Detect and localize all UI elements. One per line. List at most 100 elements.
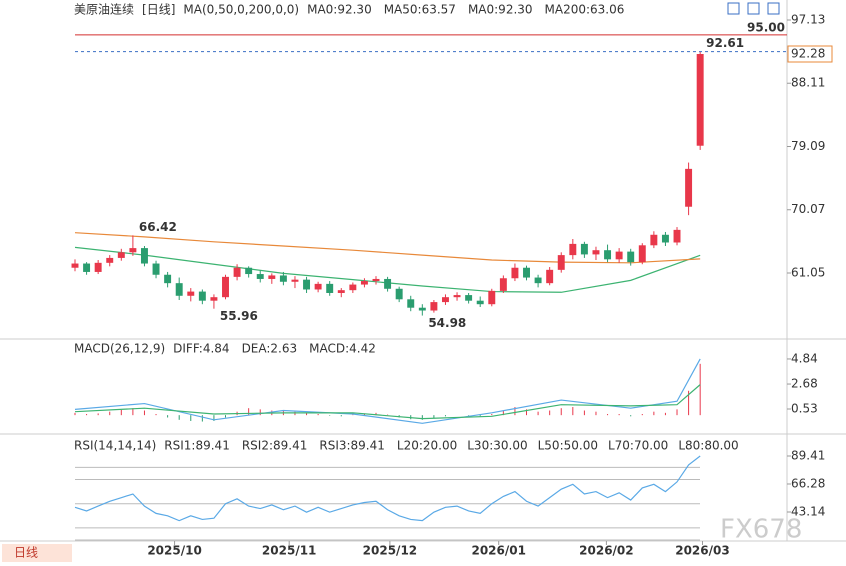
candle-body: [465, 295, 473, 301]
candle-body: [661, 234, 669, 243]
candle-body: [546, 269, 554, 284]
legend-entry: MA200:63.06: [545, 3, 625, 17]
candle-body: [580, 243, 588, 255]
legend-title: RSI(14,14,14): [74, 439, 156, 453]
candle-body: [604, 250, 612, 260]
candle-body: [407, 299, 415, 308]
x-tick-label: 2026/03: [675, 544, 729, 558]
y-tick-label: 70.07: [791, 202, 825, 216]
candle-body: [441, 297, 449, 303]
candle-body: [117, 252, 125, 258]
legend-level: L20:20.00: [397, 439, 457, 453]
legend-entry: MA50:63.57: [384, 3, 456, 17]
y-tick-label: 88.11: [791, 76, 825, 90]
legend-level: L50:50.00: [538, 439, 598, 453]
candle-body: [430, 302, 438, 311]
candle-body: [499, 278, 507, 291]
icon[interactable]: [727, 2, 740, 15]
legend-entry: DEA:2.63: [242, 342, 298, 356]
legend-entry: RSI2:89.41: [242, 439, 308, 453]
candle-body: [384, 278, 392, 289]
extreme-label: 92.61: [706, 36, 744, 50]
candle-body: [291, 279, 299, 282]
candle-body: [650, 234, 658, 246]
x-tick-label: 2025/11: [262, 544, 316, 558]
y-tick-label: 79.09: [791, 139, 825, 153]
y-tick-label: 0.53: [791, 402, 818, 416]
candle-body: [453, 295, 461, 298]
legend-entry: MACD:4.42: [309, 342, 376, 356]
candle-body: [627, 251, 635, 263]
x-tick-label: 2025/10: [147, 544, 201, 558]
icon[interactable]: [747, 2, 760, 15]
candle-body: [268, 275, 276, 279]
x-tick-label: 2026/02: [579, 544, 633, 558]
extreme-label: 66.42: [139, 220, 177, 234]
price-label: 92.28: [791, 47, 825, 61]
legend-entry: RSI1:89.41: [164, 439, 230, 453]
price-box: [787, 45, 833, 63]
alert-label: 95.00: [747, 20, 785, 34]
candle-body: [94, 262, 102, 272]
candle-body: [326, 283, 334, 293]
candle-body: [418, 307, 426, 311]
candle-body: [569, 243, 577, 256]
indicator-line: [74, 384, 701, 420]
legend-title: MACD(26,12,9): [74, 342, 165, 356]
period-button[interactable]: [2, 544, 72, 562]
candle-body: [337, 290, 345, 293]
legend-entry: DIFF:4.84: [173, 342, 229, 356]
candle-body: [349, 284, 357, 291]
candle-body: [476, 300, 484, 305]
candle-body: [279, 275, 287, 282]
toolbar-icons[interactable]: [727, 2, 780, 15]
legend-level: L80:80.00: [678, 439, 738, 453]
indicator-line: [74, 232, 701, 264]
y-tick-label: 43.14: [791, 504, 825, 518]
candle-body: [523, 267, 530, 278]
candle-body: [360, 281, 368, 285]
candle-body: [638, 245, 646, 263]
legend-entry: MA0:92.30: [468, 3, 533, 17]
candle-body: [372, 278, 380, 282]
y-tick-label: 66.28: [791, 476, 825, 490]
candle-body: [83, 263, 91, 272]
candle-body: [152, 263, 160, 275]
candle-body: [245, 267, 253, 275]
icon[interactable]: [767, 2, 780, 15]
candle-body: [129, 248, 137, 253]
legend-title: 美原油连续: [74, 2, 134, 17]
candle-body: [395, 288, 403, 300]
candle-body: [222, 276, 229, 298]
legend-entry: MA0:92.30: [307, 3, 372, 17]
candle-body: [534, 277, 542, 284]
period-button-label[interactable]: 日线: [14, 546, 38, 560]
candle-body: [303, 279, 311, 290]
candle-body: [256, 274, 264, 279]
extreme-label: 54.98: [428, 316, 466, 330]
x-tick-label: 2026/01: [471, 544, 525, 558]
candle-body: [696, 54, 704, 146]
candle-body: [511, 267, 519, 279]
extreme-label: 55.96: [220, 309, 258, 323]
y-tick-label: 97.13: [791, 12, 825, 26]
candle-body: [198, 291, 206, 301]
candle-body: [187, 291, 195, 296]
candle-body: [615, 251, 623, 260]
legend-entry: RSI3:89.41: [319, 439, 385, 453]
candle-body: [314, 283, 322, 290]
watermark: FX678: [720, 515, 802, 545]
candle-body: [140, 248, 148, 264]
y-tick-label: 89.41: [791, 448, 825, 462]
y-tick-label: 4.84: [791, 351, 818, 365]
y-tick-label: 2.68: [791, 377, 818, 391]
legend-level: L30:30.00: [467, 439, 527, 453]
y-tick-label: 61.05: [791, 265, 825, 279]
legend-level: L70:70.00: [608, 439, 668, 453]
legend-title: [日线]: [142, 3, 175, 17]
x-tick-label: 2025/12: [363, 544, 417, 558]
candle-body: [210, 297, 218, 301]
candle-body: [557, 255, 565, 270]
